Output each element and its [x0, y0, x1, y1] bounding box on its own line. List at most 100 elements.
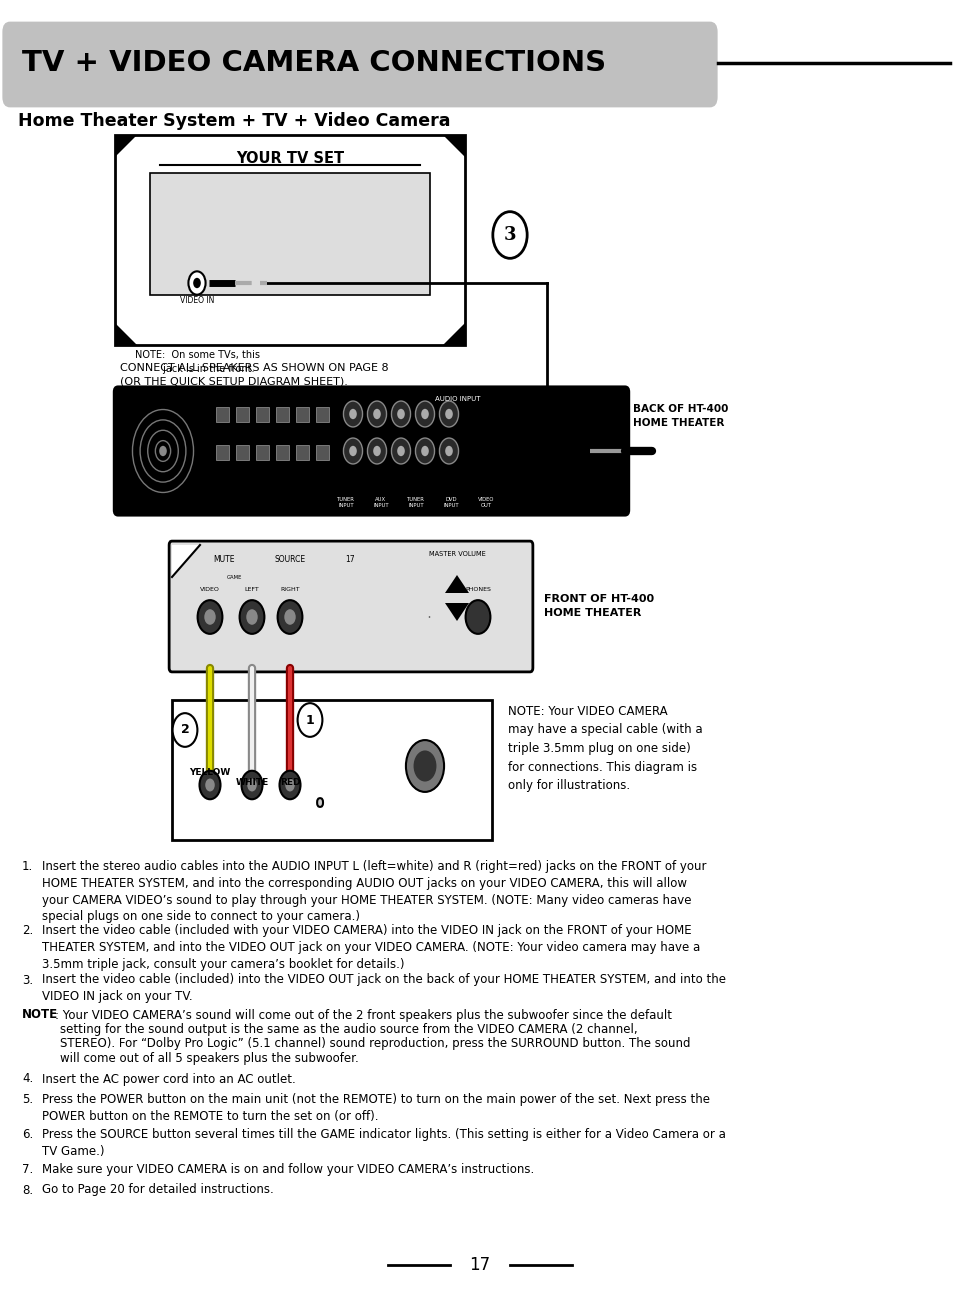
Circle shape	[188, 271, 205, 294]
Circle shape	[373, 446, 380, 456]
Circle shape	[343, 438, 362, 464]
FancyBboxPatch shape	[316, 798, 323, 807]
Circle shape	[284, 609, 295, 625]
Text: TV + VIDEO CAMERA CONNECTIONS: TV + VIDEO CAMERA CONNECTIONS	[22, 49, 605, 76]
Text: 1.: 1.	[22, 861, 33, 874]
Text: Home Theater System + TV + Video Camera: Home Theater System + TV + Video Camera	[18, 111, 450, 130]
Text: SOURCE: SOURCE	[274, 555, 305, 564]
Circle shape	[159, 446, 167, 456]
FancyBboxPatch shape	[172, 700, 492, 840]
Text: MASTER VOLUME: MASTER VOLUME	[428, 551, 485, 557]
Circle shape	[204, 609, 215, 625]
Circle shape	[241, 771, 262, 800]
Circle shape	[413, 750, 436, 781]
FancyBboxPatch shape	[115, 135, 464, 345]
FancyBboxPatch shape	[215, 407, 229, 422]
Text: YELLOW: YELLOW	[190, 769, 231, 778]
Text: GAME: GAME	[226, 575, 241, 581]
FancyBboxPatch shape	[295, 445, 309, 460]
Text: 1: 1	[305, 714, 314, 727]
Circle shape	[197, 600, 222, 634]
Circle shape	[277, 600, 302, 634]
Circle shape	[420, 446, 428, 456]
Circle shape	[193, 277, 200, 288]
FancyBboxPatch shape	[255, 407, 269, 422]
Text: L: L	[234, 767, 238, 772]
Text: NOTE: Your VIDEO CAMERA
may have a special cable (with a
triple 3.5mm plug on on: NOTE: Your VIDEO CAMERA may have a speci…	[507, 705, 702, 792]
Text: Press the SOURCE button several times till the GAME indicator lights. (This sett: Press the SOURCE button several times ti…	[42, 1128, 725, 1157]
Circle shape	[391, 400, 410, 426]
Circle shape	[199, 771, 220, 800]
Text: 17: 17	[345, 555, 355, 564]
Text: 17: 17	[469, 1256, 490, 1274]
Text: will come out of all 5 speakers plus the subwoofer.: will come out of all 5 speakers plus the…	[60, 1052, 358, 1065]
Circle shape	[415, 400, 434, 426]
Text: 6.: 6.	[22, 1128, 33, 1140]
Circle shape	[465, 600, 490, 634]
Text: VIDEO
OUT: VIDEO OUT	[189, 822, 211, 835]
Circle shape	[420, 408, 428, 419]
Polygon shape	[444, 603, 469, 621]
Polygon shape	[442, 323, 464, 345]
Circle shape	[493, 211, 527, 258]
Circle shape	[343, 400, 362, 426]
Circle shape	[445, 408, 453, 419]
Text: AUDIO INPUT: AUDIO INPUT	[435, 397, 480, 402]
Text: Insert the stereo audio cables into the AUDIO INPUT L (left=white) and R (right=: Insert the stereo audio cables into the …	[42, 861, 706, 923]
Circle shape	[367, 400, 386, 426]
Circle shape	[205, 779, 214, 792]
Polygon shape	[115, 135, 137, 157]
Circle shape	[172, 713, 197, 746]
Text: Insert the AC power cord into an AC outlet.: Insert the AC power cord into an AC outl…	[42, 1073, 295, 1086]
Text: 8.: 8.	[22, 1183, 33, 1196]
Text: PHONES: PHONES	[464, 587, 491, 592]
Text: DVD
INPUT: DVD INPUT	[443, 496, 458, 508]
Text: WHITE: WHITE	[235, 778, 269, 787]
Text: Make sure your VIDEO CAMERA is on and follow your VIDEO CAMERA’s instructions.: Make sure your VIDEO CAMERA is on and fo…	[42, 1163, 534, 1175]
Text: MUTE: MUTE	[213, 555, 234, 564]
Text: 3: 3	[503, 226, 516, 244]
Text: TUNER
INPUT: TUNER INPUT	[336, 496, 355, 508]
Text: : Your VIDEO CAMERA’s sound will come out of the 2 front speakers plus the subwo: : Your VIDEO CAMERA’s sound will come ou…	[55, 1008, 671, 1021]
FancyBboxPatch shape	[2, 22, 717, 108]
Text: 3.: 3.	[22, 973, 33, 986]
Circle shape	[297, 704, 322, 737]
Polygon shape	[115, 323, 137, 345]
Text: 5.: 5.	[22, 1093, 33, 1105]
Text: AUDIO: AUDIO	[255, 829, 278, 835]
Circle shape	[439, 400, 458, 426]
Text: 2.: 2.	[22, 924, 33, 937]
Circle shape	[246, 609, 257, 625]
FancyBboxPatch shape	[114, 386, 628, 516]
FancyBboxPatch shape	[315, 407, 329, 422]
Circle shape	[373, 408, 380, 419]
Text: 2: 2	[180, 723, 190, 736]
Circle shape	[279, 771, 300, 800]
FancyBboxPatch shape	[235, 407, 249, 422]
Text: Insert the video cable (included with your VIDEO CAMERA) into the VIDEO IN jack : Insert the video cable (included with yo…	[42, 924, 700, 971]
Polygon shape	[442, 135, 464, 157]
Text: NOTE: NOTE	[22, 1008, 58, 1021]
Polygon shape	[172, 546, 200, 577]
Polygon shape	[444, 575, 469, 594]
Text: AUX
INPUT: AUX INPUT	[373, 496, 389, 508]
FancyBboxPatch shape	[235, 445, 249, 460]
Text: RIGHT: RIGHT	[280, 587, 299, 592]
Text: TUNER
INPUT: TUNER INPUT	[407, 496, 424, 508]
Circle shape	[396, 446, 404, 456]
FancyBboxPatch shape	[169, 542, 533, 671]
Text: VIDEO IN: VIDEO IN	[179, 295, 214, 305]
Text: VIDEO
OUT: VIDEO OUT	[477, 496, 494, 508]
Text: FRONT OF HT-400
HOME THEATER: FRONT OF HT-400 HOME THEATER	[543, 594, 654, 618]
Text: 4.: 4.	[22, 1073, 33, 1086]
Circle shape	[415, 438, 434, 464]
Text: R: R	[272, 767, 276, 772]
Text: Press the POWER button on the main unit (not the REMOTE) to turn on the main pow: Press the POWER button on the main unit …	[42, 1093, 709, 1122]
Circle shape	[349, 408, 356, 419]
FancyBboxPatch shape	[150, 172, 430, 295]
Circle shape	[239, 600, 264, 634]
Text: NOTE:  On some TVs, this
         jack is in the front.: NOTE: On some TVs, this jack is in the f…	[135, 350, 260, 375]
Text: RED: RED	[279, 778, 300, 787]
Text: STEREO). For “Dolby Pro Logic” (5.1 channel) sound reproduction, press the SURRO: STEREO). For “Dolby Pro Logic” (5.1 chan…	[60, 1038, 690, 1051]
Text: YOUR VIDEO CAMERA: YOUR VIDEO CAMERA	[247, 826, 396, 839]
